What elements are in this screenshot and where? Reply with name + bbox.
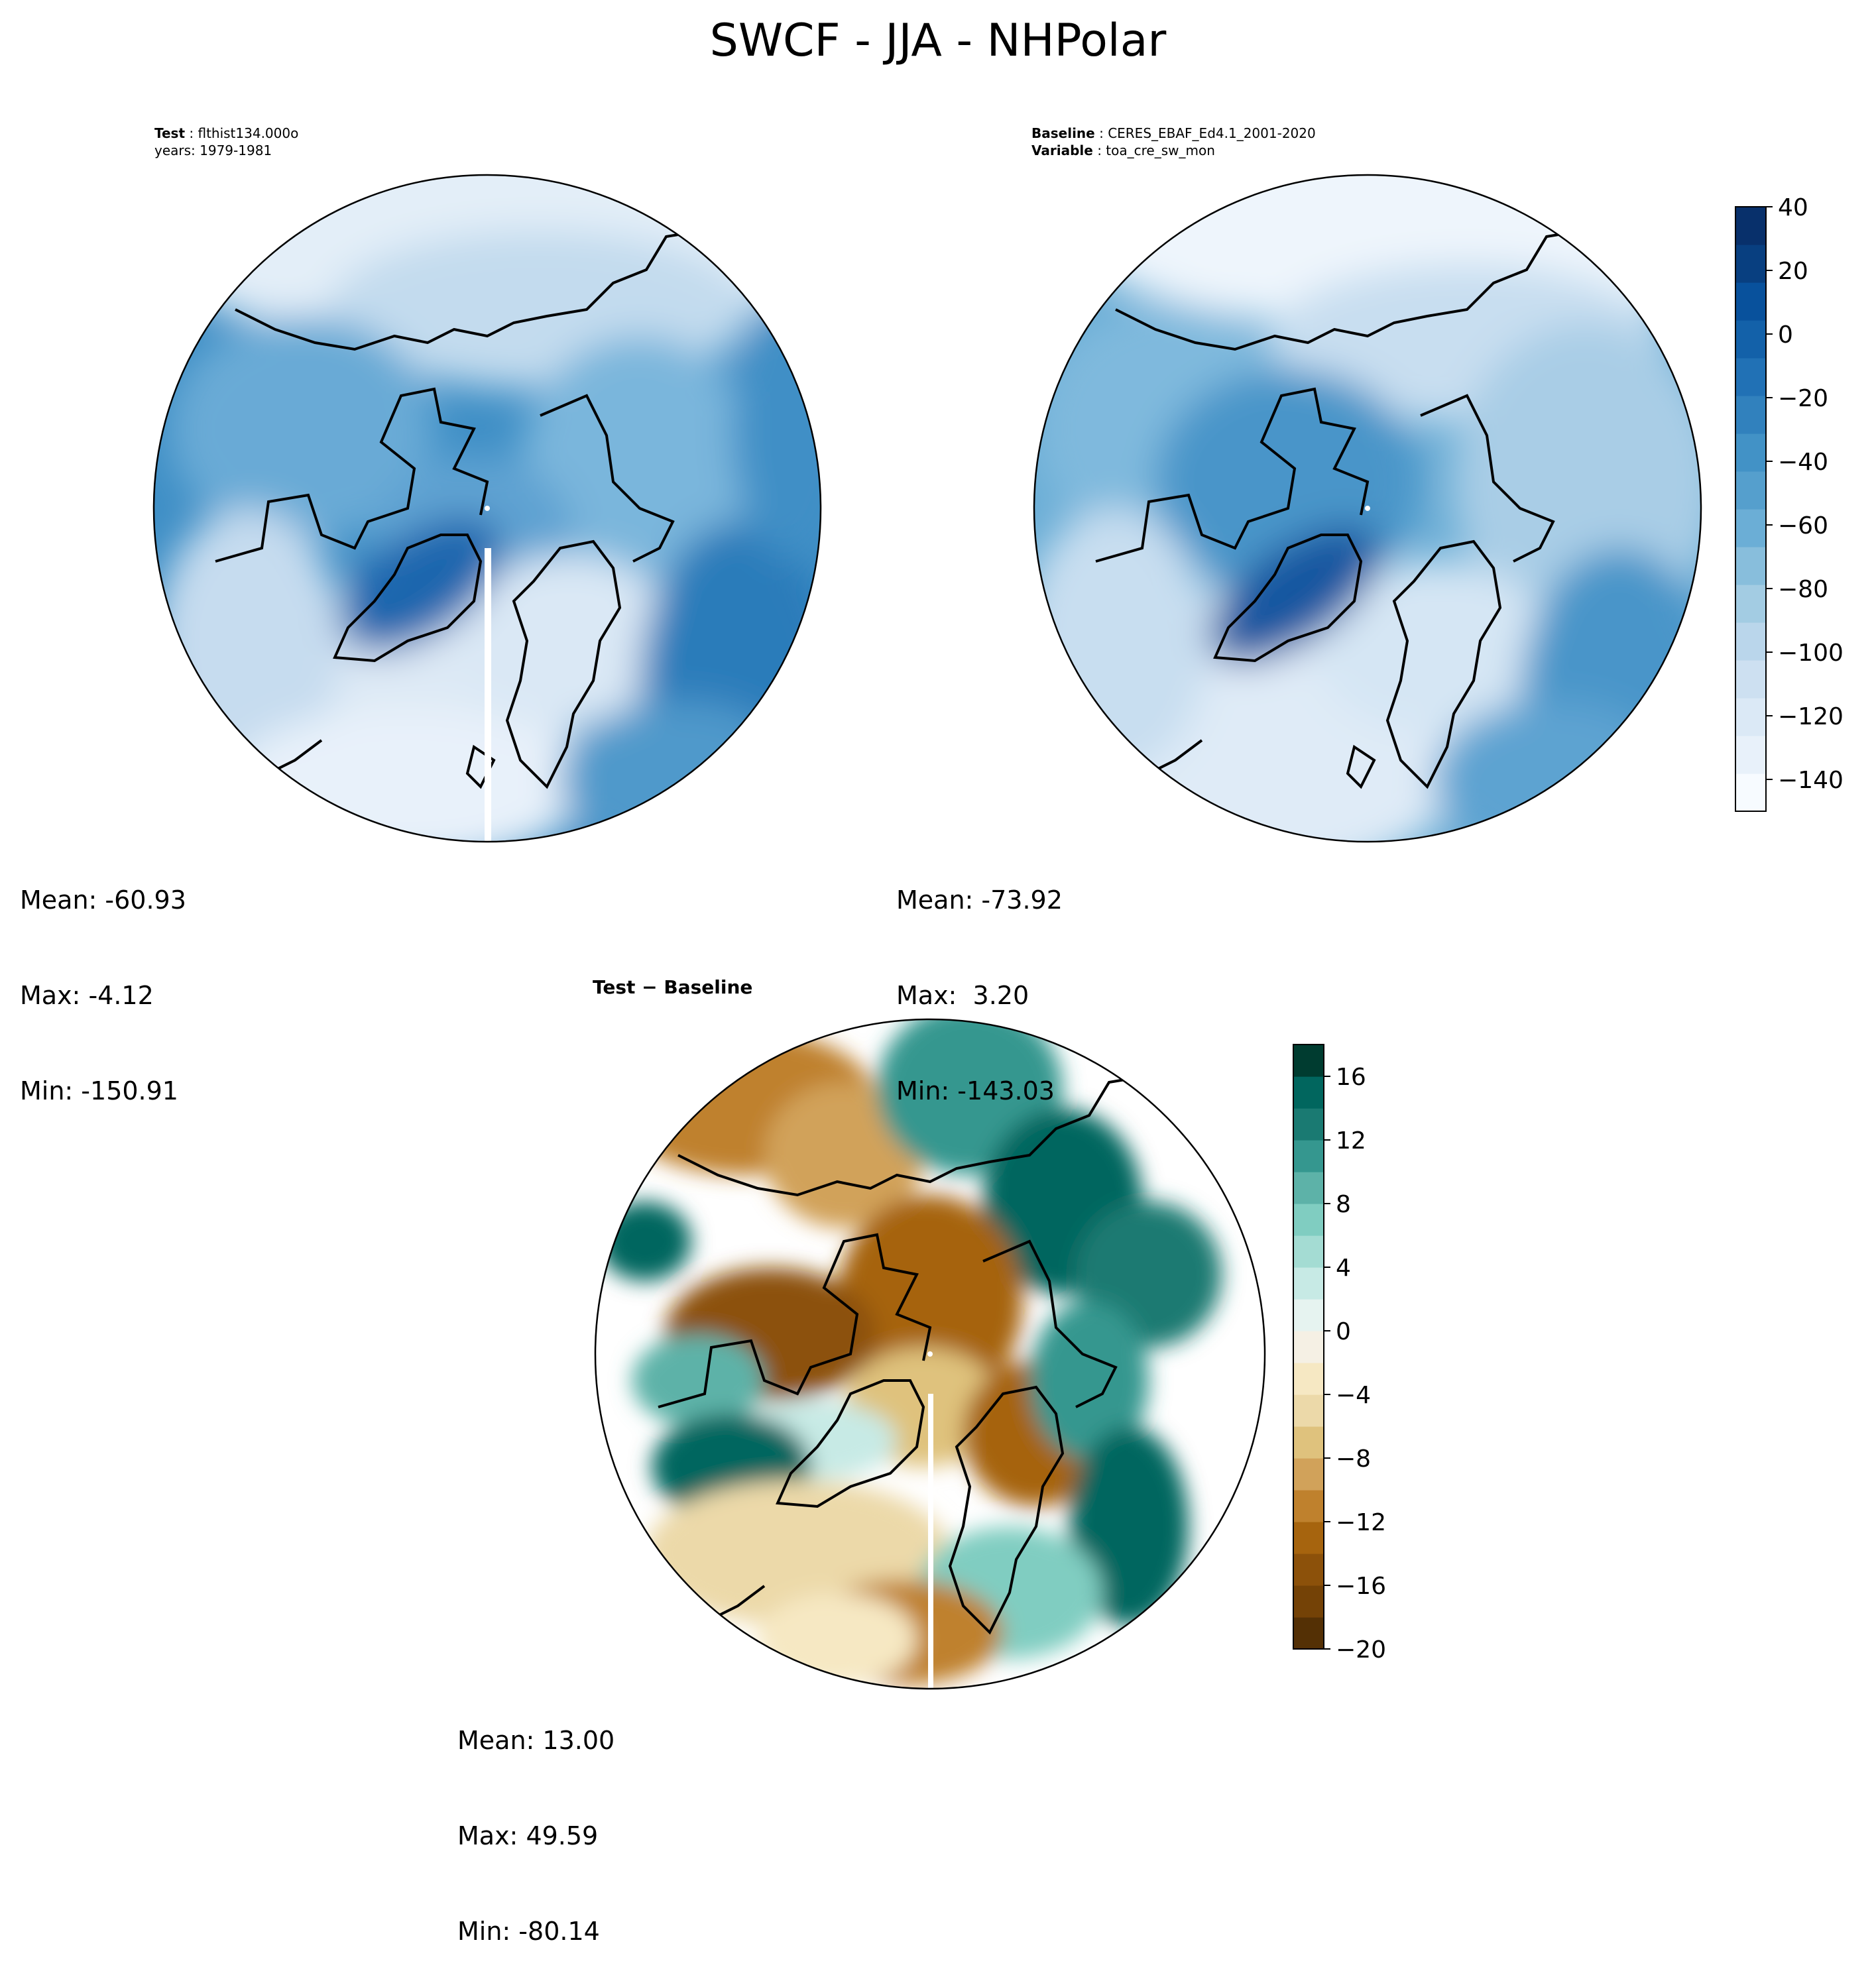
baseline-max: Max: 3.20 (896, 981, 1029, 1010)
colorbar-segment (1735, 698, 1766, 736)
colorbar-tick-label: 0 (1778, 321, 1793, 349)
main-colorbar: 40 20 0 −20 −40 −60 −80 −100 −120 −140 (1735, 194, 1844, 812)
test-label: Test (154, 125, 186, 141)
colorbar-segment (1293, 1554, 1324, 1586)
colorbar-tick-label: −16 (1336, 1573, 1386, 1600)
colorbar-segment (1293, 1363, 1324, 1395)
colorbar-segment (1735, 773, 1766, 812)
colorbar-segment (1293, 1204, 1324, 1236)
colorbar-tick-label: −60 (1778, 512, 1828, 539)
colorbar-segment (1293, 1045, 1324, 1077)
baseline-info: Baseline : CERES_EBAF_Ed4.1_2001-2020 Va… (1031, 125, 1316, 158)
baseline-polar-map (1033, 174, 1702, 843)
baseline-label: Baseline (1031, 125, 1095, 141)
test-stats: Mean: -60.93 Max: -4.12 Min: -150.91 (20, 820, 186, 1139)
colorbar-segment (1735, 622, 1766, 661)
colorbar-tick-label: −140 (1778, 767, 1844, 794)
diff-max: Max: 49.59 (457, 1821, 599, 1850)
colorbar-frame (1735, 206, 1767, 812)
colorbar-segment (1735, 320, 1766, 359)
colorbar-segment (1735, 358, 1766, 396)
colorbar-segment (1293, 1267, 1324, 1300)
colorbar-segment (1293, 1585, 1324, 1618)
colorbar-segment (1735, 396, 1766, 434)
test-info: Test : flthist134.000o years: 1979-1981 (154, 125, 299, 158)
colorbar-segment (1735, 585, 1766, 623)
colorbar-tick-label: −4 (1336, 1382, 1371, 1409)
baseline-dataset: CERES_EBAF_Ed4.1_2001-2020 (1108, 125, 1316, 141)
baseline-stats: Mean: -73.92 Max: 3.20 Min: -143.03 (896, 820, 1063, 1139)
figure-title: SWCF - JJA - NHPolar (709, 15, 1167, 67)
diff-min: Min: -80.14 (457, 1917, 600, 1946)
colorbar-segment (1293, 1172, 1324, 1204)
diff-mean: Mean: 13.00 (457, 1726, 615, 1755)
colorbar-tick-label: −20 (1336, 1636, 1386, 1664)
colorbar-tick-label: −20 (1778, 385, 1828, 412)
test-polar-map (152, 174, 822, 843)
colorbar-tick-label: 4 (1336, 1255, 1351, 1282)
colorbar-segment (1735, 660, 1766, 699)
test-years: years: 1979-1981 (154, 142, 272, 158)
test-case-name: flthist134.000o (198, 125, 299, 141)
colorbar-tick-label: 8 (1336, 1191, 1351, 1218)
colorbar-tick-label: 16 (1336, 1064, 1366, 1091)
colorbar-segment (1293, 1235, 1324, 1268)
colorbar-tick-label: −8 (1336, 1445, 1371, 1473)
colorbar-segment (1293, 1076, 1324, 1109)
colorbar-segment (1293, 1617, 1324, 1650)
colorbar-segment (1735, 282, 1766, 321)
colorbar-segment (1735, 245, 1766, 283)
colorbar-segment (1735, 433, 1766, 472)
diff-stats: Mean: 13.00 Max: 49.59 Min: -80.14 (457, 1661, 615, 1979)
diff-title-test: Test (593, 976, 636, 998)
colorbar-frame (1293, 1044, 1324, 1650)
colorbar-tick-label: 12 (1336, 1127, 1366, 1155)
baseline-mean: Mean: -73.92 (896, 885, 1063, 915)
colorbar-segment (1293, 1458, 1324, 1491)
colorbar-tick-label: 40 (1778, 194, 1808, 221)
difference-polar-map (594, 1018, 1266, 1690)
colorbar-segment (1293, 1331, 1324, 1363)
colorbar-tick-label: −120 (1778, 703, 1844, 730)
colorbar-segment (1735, 207, 1766, 245)
colorbar-tick-label: −40 (1778, 449, 1828, 476)
colorbar-tick-label: −100 (1778, 640, 1844, 667)
colorbar-tick-label: −80 (1778, 576, 1828, 603)
colorbar-tick-label: 0 (1336, 1318, 1351, 1345)
colorbar-segment (1735, 509, 1766, 547)
variable-name: toa_cre_sw_mon (1106, 142, 1215, 158)
baseline-min: Min: -143.03 (896, 1076, 1055, 1105)
colorbar-segment (1293, 1140, 1324, 1172)
colorbar-tick-label: 20 (1778, 258, 1808, 285)
colorbar-segment (1293, 1522, 1324, 1554)
colorbar-segment (1293, 1426, 1324, 1459)
colorbar-segment (1293, 1490, 1324, 1522)
test-mean: Mean: -60.93 (20, 885, 186, 915)
colorbar-tick-label: −12 (1336, 1509, 1386, 1536)
difference-colorbar: 16 12 8 4 0 −4 −8 −12 −16 −20 (1293, 1044, 1386, 1664)
colorbar-segment (1735, 547, 1766, 585)
colorbar-segment (1735, 736, 1766, 774)
variable-label: Variable (1031, 142, 1093, 158)
test-min: Min: -150.91 (20, 1076, 178, 1105)
colorbar-segment (1293, 1299, 1324, 1331)
colorbar-segment (1293, 1394, 1324, 1427)
colorbar-segment (1735, 471, 1766, 510)
test-max: Max: -4.12 (20, 981, 154, 1010)
diff-title-baseline: Baseline (664, 976, 753, 998)
diff-title: Test − Baseline (593, 976, 753, 998)
colorbar-segment (1293, 1108, 1324, 1141)
